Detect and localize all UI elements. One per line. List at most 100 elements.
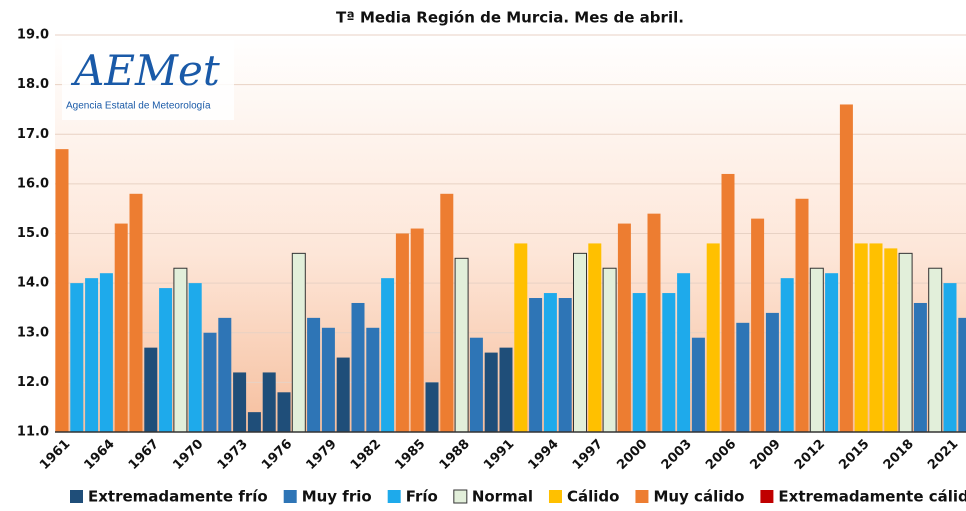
bar <box>825 273 839 432</box>
x-tick-label: 1964 <box>82 437 118 473</box>
bar <box>247 412 261 432</box>
bar <box>751 218 765 432</box>
logo-text: AEMet <box>70 46 220 95</box>
bar <box>617 223 631 432</box>
bar <box>943 283 957 432</box>
bar <box>262 372 276 432</box>
bar <box>958 317 966 432</box>
bar <box>795 198 809 432</box>
x-tick-label: 2018 <box>881 437 917 473</box>
x-tick-label: 1967 <box>126 437 162 473</box>
bar <box>307 317 321 432</box>
legend-swatch <box>453 489 468 504</box>
bar <box>499 347 513 432</box>
bar <box>662 293 676 432</box>
x-tick-label: 2021 <box>925 437 961 473</box>
bar <box>647 213 661 432</box>
bar <box>558 298 572 432</box>
bar <box>129 193 143 432</box>
bar <box>913 302 927 432</box>
y-tick-label: 12.0 <box>17 375 49 390</box>
legend-label: Frío <box>406 488 438 506</box>
bar <box>928 267 943 433</box>
bar <box>144 347 158 432</box>
legend-swatch <box>387 490 401 503</box>
bar <box>484 352 498 432</box>
y-tick-label: 17.0 <box>17 127 49 142</box>
legend-swatch <box>283 490 297 503</box>
x-tick-label: 1988 <box>437 437 473 473</box>
bars <box>55 34 966 433</box>
bar <box>425 382 439 432</box>
bar <box>677 273 691 432</box>
bar <box>188 283 202 432</box>
bar <box>277 392 291 432</box>
x-tick-label: 1970 <box>170 437 206 473</box>
x-tick-label: 2012 <box>792 437 828 473</box>
x-tick-label: 1979 <box>304 437 340 473</box>
x-tick-label: 1961 <box>37 437 73 473</box>
bar <box>869 243 883 432</box>
bar <box>410 228 424 432</box>
legend-swatch <box>760 490 774 503</box>
bar <box>440 193 454 432</box>
bar <box>691 337 705 432</box>
bar <box>839 104 853 432</box>
bar <box>854 243 868 432</box>
chart-title: Tª Media Región de Murcia. Mes de abril. <box>336 9 684 27</box>
bar <box>351 302 365 432</box>
legend-label: Muy frio <box>302 488 372 506</box>
bar <box>99 273 113 432</box>
bar <box>765 312 779 432</box>
y-tick-label: 14.0 <box>17 276 49 291</box>
x-tick-label: 1997 <box>570 437 606 473</box>
legend-label: Extremadamente cálido <box>778 488 966 506</box>
legend-label: Cálido <box>567 488 619 506</box>
bar <box>780 278 794 432</box>
bar <box>395 233 409 432</box>
bar <box>366 327 380 432</box>
bar <box>218 317 232 432</box>
x-tick-label: 2000 <box>614 437 650 473</box>
logo-subtitle: Agencia Estatal de Meteorología <box>66 101 211 112</box>
y-tick-label: 15.0 <box>17 226 49 241</box>
legend-swatch <box>548 490 562 503</box>
logo: AEMet Agencia Estatal de Meteorología <box>62 40 234 120</box>
bar <box>469 337 483 432</box>
y-tick-label: 19.0 <box>17 28 49 43</box>
legend-label: Extremadamente frío <box>88 488 268 506</box>
bar <box>884 248 898 432</box>
bar <box>203 332 217 432</box>
legend-swatch <box>635 490 649 503</box>
legend-label: Muy cálido <box>653 488 744 506</box>
bar <box>809 267 824 433</box>
bar <box>291 252 306 433</box>
bar <box>573 252 587 433</box>
x-tick-label: 1991 <box>481 437 517 473</box>
logo-background <box>62 40 234 120</box>
bar <box>454 257 469 433</box>
y-tick-label: 13.0 <box>17 325 49 340</box>
x-tick-label: 1985 <box>392 437 428 473</box>
bar <box>529 298 543 432</box>
bar <box>602 267 617 433</box>
bar <box>898 252 913 433</box>
bar <box>706 243 720 432</box>
bar <box>632 293 646 432</box>
legend-swatch <box>70 490 83 503</box>
x-tick-label: 2009 <box>748 437 784 473</box>
bar <box>159 288 173 432</box>
x-tick-label: 2015 <box>836 437 872 473</box>
bar <box>514 243 528 432</box>
y-tick-label: 16.0 <box>17 176 49 191</box>
x-tick-label: 1976 <box>259 437 295 473</box>
bar <box>381 278 395 432</box>
y-tick-label: 18.0 <box>17 77 49 92</box>
legend-label: Normal <box>472 488 533 506</box>
bar <box>321 327 335 432</box>
bar <box>721 173 735 432</box>
x-tick-label: 1973 <box>215 437 251 473</box>
bar <box>336 357 350 432</box>
